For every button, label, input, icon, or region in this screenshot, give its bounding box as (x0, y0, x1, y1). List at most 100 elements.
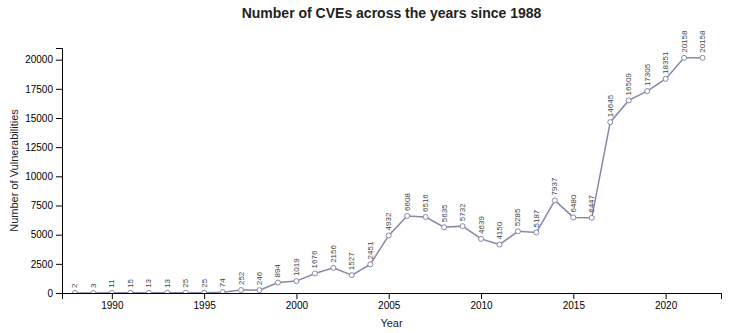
point (571, 215, 576, 220)
point (331, 265, 336, 270)
x-tick-label: 2005 (378, 300, 401, 311)
x-tick-label: 1995 (194, 300, 217, 311)
y-axis-line (56, 49, 63, 294)
y-tick-mark (56, 60, 62, 61)
data-label: 74 (218, 278, 227, 287)
line (75, 58, 703, 293)
y-tick-label: 12500 (25, 142, 53, 153)
y-tick-label: 17500 (25, 84, 53, 95)
data-label: 1676 (310, 250, 319, 268)
y-tick-mark (56, 293, 62, 294)
point (423, 214, 428, 219)
x-tick: 1995 (194, 293, 217, 311)
point (700, 55, 705, 60)
point (220, 290, 225, 293)
point (349, 273, 354, 278)
point (294, 279, 299, 284)
x-tick-label: 2000 (286, 300, 309, 311)
point (146, 290, 151, 293)
point (682, 55, 687, 60)
x-tick: 2015 (563, 293, 586, 311)
x-axis-line (63, 294, 722, 300)
y-tick-label: 7500 (31, 200, 54, 211)
y-tick-label: 2500 (31, 259, 54, 270)
data-label: 5635 (440, 204, 449, 222)
point (72, 290, 77, 293)
x-tick: 1990 (101, 293, 124, 311)
y-tick: 7500 (31, 200, 62, 211)
data-label: 4150 (495, 221, 504, 239)
data-label: 4639 (477, 216, 486, 234)
data-label: 2156 (329, 244, 338, 262)
y-tick-mark (56, 176, 62, 177)
data-label: 6608 (403, 193, 412, 211)
point (645, 89, 650, 94)
point (202, 290, 207, 293)
y-axis-title: Number of Vulnerabilities (8, 109, 20, 232)
data-label: 1019 (292, 258, 301, 276)
data-label: 894 (273, 264, 282, 278)
x-tick: 2010 (470, 293, 493, 311)
point (275, 280, 280, 285)
x-tick-mark (296, 293, 297, 299)
y-tick-label: 5000 (31, 229, 54, 240)
point (589, 215, 594, 220)
x-tick: 2005 (378, 293, 401, 311)
data-label: 20158 (680, 30, 689, 53)
point (109, 290, 114, 293)
y-tick-mark (56, 235, 62, 236)
y-tick: 0 (47, 288, 62, 299)
point (552, 198, 557, 203)
x-tick-mark (666, 293, 667, 299)
data-label: 13 (163, 278, 172, 287)
y-tick-label: 15000 (25, 113, 53, 124)
title: Number of CVEs across the years since 19… (242, 5, 542, 21)
y-tick-mark (56, 147, 62, 148)
marks (72, 55, 705, 293)
data-label: 6480 (569, 194, 578, 212)
point (479, 236, 484, 241)
point (497, 242, 502, 247)
point (128, 290, 133, 293)
data-label: 25 (181, 278, 190, 287)
data-label: 3 (89, 283, 98, 288)
y-tick: 2500 (31, 259, 62, 270)
y-axis: 02500500075001000012500150001750020000 (25, 49, 62, 299)
data-label: 5285 (513, 208, 522, 226)
data-label: 18351 (661, 51, 670, 74)
data-labels: 2311151313252574252246894101916762156152… (70, 30, 707, 288)
data-label: 14645 (606, 94, 615, 117)
point (405, 213, 410, 218)
y-tick: 5000 (31, 229, 62, 240)
data-label: 5187 (532, 209, 541, 227)
y-tick-label: 20000 (25, 54, 53, 65)
y-tick-mark (56, 206, 62, 207)
point (515, 229, 520, 234)
chart: 1990199520002005201020152020025005000750… (0, 0, 737, 333)
y-tick-mark (56, 89, 62, 90)
data-label: 4932 (384, 212, 393, 230)
x-tick-mark (389, 293, 390, 299)
x-tick-mark (112, 293, 113, 299)
x-tick-mark (481, 293, 482, 299)
x-axis-title: Year (380, 317, 403, 329)
point (460, 224, 465, 229)
point (183, 290, 188, 293)
data-label: 11 (107, 279, 116, 288)
y-tick-mark (56, 264, 62, 265)
point (608, 120, 613, 125)
data-label: 15 (126, 278, 135, 287)
point (257, 288, 262, 293)
data-label: 5732 (458, 203, 467, 221)
point (626, 98, 631, 103)
data-label: 20158 (698, 30, 707, 53)
data-label: 252 (237, 271, 246, 285)
point (386, 233, 391, 238)
data-label: 2451 (366, 241, 375, 259)
x-tick-label: 2015 (563, 300, 586, 311)
point (663, 76, 668, 81)
point (239, 288, 244, 293)
x-tick-mark (204, 293, 205, 299)
data-label: 1527 (347, 252, 356, 270)
y-tick-label: 0 (47, 288, 53, 299)
